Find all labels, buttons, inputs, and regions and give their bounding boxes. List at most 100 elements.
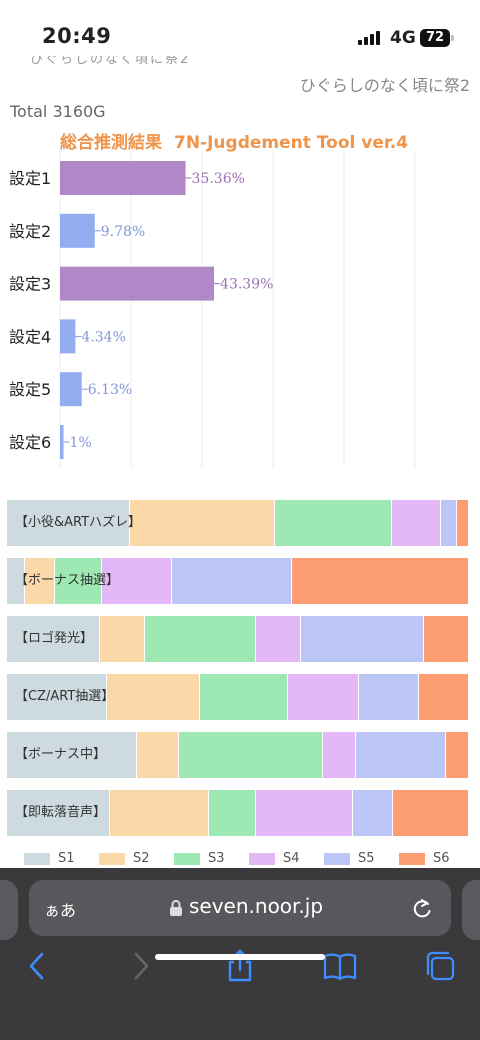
stacked-segment-s6 bbox=[424, 616, 469, 662]
setting-value-label: 43.39% bbox=[220, 277, 273, 293]
setting-value-label: 35.36% bbox=[192, 171, 245, 187]
stacked-row: 【小役&ARTハズレ】 bbox=[7, 500, 469, 546]
stacked-segment-s1 bbox=[7, 790, 110, 836]
setting-bar bbox=[60, 319, 76, 354]
previous-tab-peek[interactable] bbox=[0, 880, 18, 940]
stacked-segment-s2 bbox=[99, 616, 145, 662]
legend-label: S1 bbox=[58, 851, 75, 866]
stacked-segment-s4 bbox=[256, 616, 302, 662]
total-games: Total 3160G bbox=[10, 102, 106, 121]
setting-label: 設定4 bbox=[9, 327, 51, 346]
status-time: 20:49 bbox=[42, 24, 112, 48]
stacked-segment-s2 bbox=[109, 790, 210, 836]
stacked-row: 【ロゴ発光】 bbox=[7, 616, 469, 662]
stacked-segment-s6 bbox=[292, 558, 469, 604]
stacked-row: 【ボーナス抽選】 bbox=[7, 558, 469, 604]
stacked-segment-s1 bbox=[7, 616, 100, 662]
stacked-segment-s3 bbox=[178, 732, 323, 778]
stacked-segment-s2 bbox=[136, 732, 179, 778]
stacked-segment-s1 bbox=[7, 732, 137, 778]
stacked-segment-s4 bbox=[287, 674, 359, 720]
stacked-segment-s4 bbox=[392, 500, 442, 546]
stacked-row: 【ボーナス中】 bbox=[7, 732, 469, 778]
stacked-row-label: 【ボーナス中】 bbox=[15, 747, 107, 762]
stacked-segment-s5 bbox=[355, 732, 446, 778]
network-type: 4G bbox=[390, 28, 416, 48]
stacked-segment-s2 bbox=[106, 674, 200, 720]
stacked-row-label: 【CZ/ART抽選】 bbox=[15, 689, 115, 704]
legend-label: S3 bbox=[208, 851, 225, 866]
status-bar: 20:49 4G 72 bbox=[0, 0, 480, 70]
battery-icon: 72 bbox=[420, 29, 454, 47]
stacked-segment-s6 bbox=[445, 732, 469, 778]
setting-label: 設定3 bbox=[9, 275, 51, 294]
stacked-row-label: 【即転落音声】 bbox=[15, 805, 107, 820]
stacked-segment-s3 bbox=[144, 616, 257, 662]
stacked-row: 【CZ/ART抽選】 bbox=[7, 674, 469, 720]
setting-estimate-chart: 設定1 35.36% 設定2 9.78% 設定3 43.39% 設定4 4.34% 設定5 6.1… bbox=[0, 150, 480, 470]
home-indicator bbox=[155, 954, 325, 960]
stacked-segment-s5 bbox=[171, 558, 293, 604]
setting-label: 設定2 bbox=[9, 222, 51, 241]
result-title: 総合推測結果 bbox=[60, 133, 162, 153]
stacked-segment-s5 bbox=[358, 674, 420, 720]
setting-value-label: 6.13% bbox=[88, 382, 132, 398]
stacked-segment-s5 bbox=[441, 500, 458, 546]
tabs-icon[interactable] bbox=[422, 948, 458, 984]
setting-bar bbox=[60, 266, 215, 301]
url-text[interactable]: seven.noor.jp bbox=[189, 894, 324, 918]
result-heading: 総合推測結果 7N-Jugdement Tool ver.4 bbox=[60, 128, 408, 153]
stacked-segment-s5 bbox=[301, 616, 425, 662]
tool-name: 7N-Jugdement Tool ver.4 bbox=[174, 133, 409, 153]
site-title: ひぐらしのなく頃に祭2 bbox=[299, 76, 470, 95]
setting-bar bbox=[60, 425, 64, 459]
stacked-row: 【即転落音声】 bbox=[7, 790, 469, 836]
setting-bar bbox=[60, 213, 95, 248]
setting-value-label: 1% bbox=[70, 435, 92, 451]
cut-off-heading: ひぐらしのなく頃に祭2 bbox=[30, 56, 191, 64]
reload-icon[interactable] bbox=[411, 896, 433, 920]
lock-icon bbox=[170, 900, 182, 916]
stacked-segment-s2 bbox=[25, 558, 56, 604]
setting-value-label: 9.78% bbox=[101, 224, 145, 240]
stacked-row-label: 【ロゴ発光】 bbox=[15, 631, 94, 646]
battery-level: 72 bbox=[420, 29, 450, 47]
legend-swatch bbox=[399, 853, 425, 865]
setting-bar bbox=[60, 372, 82, 407]
stacked-segment-s3 bbox=[199, 674, 288, 720]
address-bar[interactable]: ぁあ seven.noor.jp bbox=[29, 880, 451, 936]
stacked-segment-s4 bbox=[255, 790, 354, 836]
stacked-segment-s1 bbox=[7, 558, 26, 604]
forward-icon[interactable] bbox=[122, 948, 158, 984]
setting-estimate-svg: 設定1 35.36% 設定2 9.78% 設定3 43.39% 設定4 4.34% 設定5 6.1… bbox=[9, 150, 416, 468]
stacked-row-label: 【ボーナス抽選】 bbox=[15, 573, 120, 588]
legend-label: S2 bbox=[133, 851, 150, 866]
signal-icon bbox=[358, 31, 384, 45]
page-settings-button[interactable]: ぁあ bbox=[44, 901, 77, 920]
stacked-segment-s1 bbox=[7, 674, 107, 720]
legend-swatch bbox=[99, 853, 125, 865]
stacked-row-label: 【小役&ARTハズレ】 bbox=[15, 515, 142, 530]
back-icon[interactable] bbox=[20, 948, 56, 984]
bookmarks-icon[interactable] bbox=[322, 948, 358, 984]
stacked-segment-s6 bbox=[393, 790, 469, 836]
stacked-segment-s6 bbox=[419, 674, 469, 720]
stacked-segment-s4 bbox=[322, 732, 356, 778]
chart-legend: S1 S2 S3 S4 S5 S6 bbox=[24, 851, 464, 867]
legend-label: S5 bbox=[358, 851, 375, 866]
setting-label: 設定1 bbox=[9, 169, 51, 188]
stacked-segment-s6 bbox=[457, 500, 469, 546]
stacked-segment-s3 bbox=[209, 790, 256, 836]
stacked-segment-s5 bbox=[353, 790, 394, 836]
setting-value-label: 4.34% bbox=[81, 329, 125, 345]
browser-toolbar: ぁあ seven.noor.jp bbox=[0, 868, 480, 1040]
next-tab-peek[interactable] bbox=[462, 880, 480, 940]
stacked-segment-s4 bbox=[102, 558, 172, 604]
legend-swatch bbox=[24, 853, 50, 865]
stacked-segment-s3 bbox=[274, 500, 393, 546]
setting-label: 設定6 bbox=[9, 433, 51, 452]
legend-label: S6 bbox=[433, 851, 450, 866]
legend-swatch bbox=[174, 853, 200, 865]
legend-swatch bbox=[324, 853, 350, 865]
setting-bar bbox=[60, 161, 186, 195]
